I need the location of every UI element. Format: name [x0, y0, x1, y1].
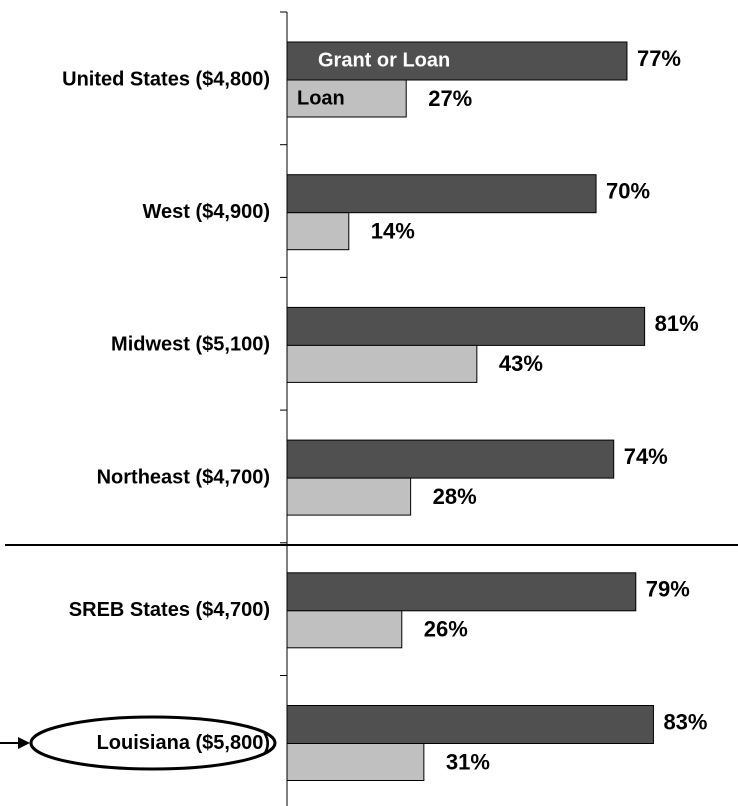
value-label: 26% — [424, 617, 468, 642]
category-label: Louisiana ($5,800) — [97, 732, 270, 754]
value-label: 14% — [371, 219, 415, 244]
bar — [286, 344, 478, 383]
bar — [286, 705, 654, 744]
value-label: 77% — [637, 46, 681, 71]
bar — [286, 439, 615, 479]
value-label: 81% — [655, 311, 699, 336]
bar — [286, 79, 407, 118]
bar — [286, 610, 403, 649]
legend-label: Loan — [297, 87, 345, 109]
legend-label: Grant or Loan — [318, 49, 450, 71]
value-label: 74% — [624, 444, 668, 469]
bar — [286, 212, 350, 251]
value-label: 79% — [646, 577, 690, 602]
category-label: Midwest ($5,100) — [111, 334, 270, 356]
value-label: 83% — [663, 709, 707, 734]
value-label: 27% — [428, 86, 472, 111]
category-label: Northeast ($4,700) — [97, 466, 270, 488]
value-label: 43% — [499, 351, 543, 376]
category-label: United States ($4,800) — [62, 68, 270, 90]
bar — [286, 174, 597, 214]
bar — [286, 572, 637, 612]
category-label: SREB States ($4,700) — [69, 599, 270, 621]
value-label: 70% — [606, 179, 650, 204]
highlight-ellipse — [29, 715, 277, 771]
bar — [286, 41, 628, 81]
arrow-head — [18, 737, 30, 749]
bar — [286, 477, 412, 516]
value-label: 31% — [446, 749, 490, 774]
bar — [286, 743, 425, 781]
category-label: West ($4,900) — [143, 201, 270, 223]
value-label: 28% — [433, 484, 477, 509]
bar — [286, 306, 646, 346]
